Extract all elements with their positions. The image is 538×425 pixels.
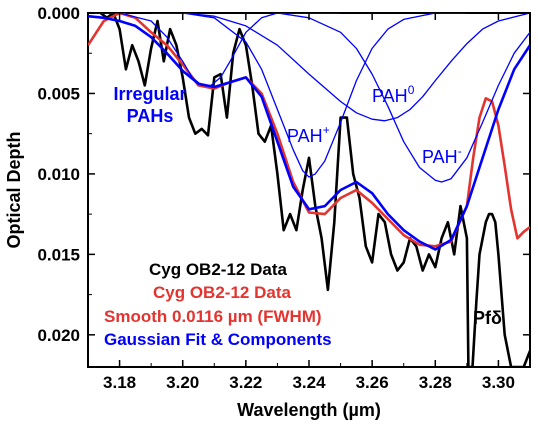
- x-tick-label: 3.24: [292, 373, 326, 392]
- gaussian-component-line-4: [151, 13, 467, 178]
- annotation-pah-plus-base: PAH: [287, 126, 323, 146]
- y-tick-label: 0.020: [37, 326, 80, 345]
- legend-entry-black-data: Cyg OB2-12 Data: [149, 260, 287, 279]
- annotation-pah-zero: PAH0: [372, 83, 415, 106]
- annotation-pah-zero-sup: 0: [408, 83, 415, 97]
- y-tick-label: 0.015: [37, 245, 80, 264]
- axes-layer: 3.18 3.20 3.22 3.24 3.26 3.28 3.30 0.000 0.005 0.…: [37, 4, 531, 392]
- legend-entry-red-data: Cyg OB2-12 Data: [153, 283, 291, 302]
- series-line-2: [88, 14, 530, 251]
- gaussian-component-line-6: [277, 13, 530, 183]
- annotation-pah-minus: PAH-: [422, 144, 462, 167]
- y-tick-label: 0.000: [37, 4, 80, 23]
- series-layer: [88, 13, 530, 367]
- x-axis-title: Wavelength (µm): [237, 400, 381, 420]
- x-tick-label: 3.18: [103, 373, 136, 392]
- annotation-pah-minus-sup: -: [458, 144, 462, 158]
- annotation-pfdelta: Pfδ: [473, 308, 502, 328]
- annotation-pah-plus: PAH+: [287, 123, 330, 146]
- x-tick-label: 3.22: [229, 373, 262, 392]
- y-tick-label: 0.010: [37, 165, 80, 184]
- annotation-irregular: Irregular: [113, 84, 186, 104]
- y-axis-title: Optical Depth: [4, 131, 24, 248]
- x-tick-label: 3.20: [166, 373, 199, 392]
- legend-entry-gaussian: Gaussian Fit & Components: [104, 330, 332, 349]
- y-tick-label: 0.005: [37, 84, 80, 103]
- x-tick-label: 3.26: [356, 373, 389, 392]
- x-tick-label: 3.28: [419, 373, 452, 392]
- series-line-1: [88, 13, 530, 248]
- annotation-pahs: PAHs: [127, 106, 174, 126]
- gaussian-component-line-3: [88, 13, 341, 87]
- legend-entry-smooth: Smooth 0.0116 µm (FWHM): [104, 307, 322, 326]
- legend: Cyg OB2-12 Data Cyg OB2-12 Data Smooth 0…: [104, 260, 332, 349]
- x-tick-label: 3.30: [482, 373, 515, 392]
- annotation-pah-zero-base: PAH: [372, 86, 408, 106]
- annotation-pah-plus-sup: +: [323, 123, 330, 137]
- gaussian-component-line-5: [182, 13, 530, 122]
- annotation-pah-minus-base: PAH: [422, 147, 458, 167]
